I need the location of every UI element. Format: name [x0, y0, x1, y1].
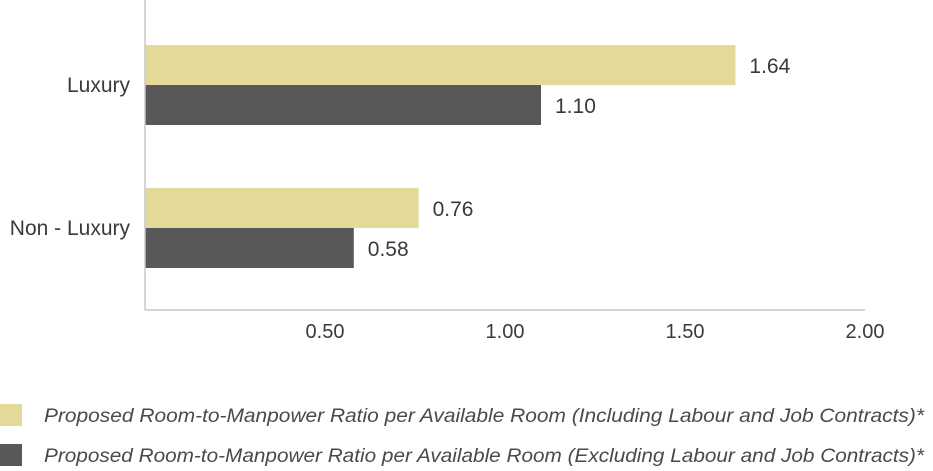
data-label-non-luxury-series-2: 0.58	[368, 238, 409, 261]
category-labels: Luxury Non - Luxury	[10, 74, 131, 240]
bar-luxury-series-2	[145, 85, 541, 125]
data-labels: 1.64 1.10 0.76 0.58	[368, 55, 791, 261]
legend-label-series-2: Proposed Room-to-Manpower Ratio per Avai…	[44, 446, 925, 467]
legend-swatch-series-2	[0, 444, 22, 466]
legend-label-series-1: Proposed Room-to-Manpower Ratio per Avai…	[44, 406, 925, 427]
legend-swatch-series-1	[0, 404, 22, 426]
data-label-luxury-series-2: 1.10	[555, 95, 596, 118]
x-tick-labels: 0.50 1.00 1.50 2.00	[306, 321, 885, 343]
category-label-luxury: Luxury	[67, 74, 131, 97]
legend: Proposed Room-to-Manpower Ratio per Avai…	[0, 404, 925, 467]
bar-non-luxury-series-2	[145, 228, 354, 268]
bar-luxury-series-1	[145, 45, 736, 85]
axes-group	[144, 0, 865, 311]
bars-group	[145, 45, 736, 268]
data-label-non-luxury-series-1: 0.76	[433, 198, 474, 221]
x-tick-label: 1.50	[666, 321, 705, 343]
x-tick-label: 1.00	[486, 321, 525, 343]
data-label-luxury-series-1: 1.64	[749, 55, 790, 78]
category-label-non-luxury: Non - Luxury	[10, 217, 131, 240]
x-tick-label: 2.00	[846, 321, 885, 343]
bar-non-luxury-series-1	[145, 188, 419, 228]
x-tick-label: 0.50	[306, 321, 345, 343]
